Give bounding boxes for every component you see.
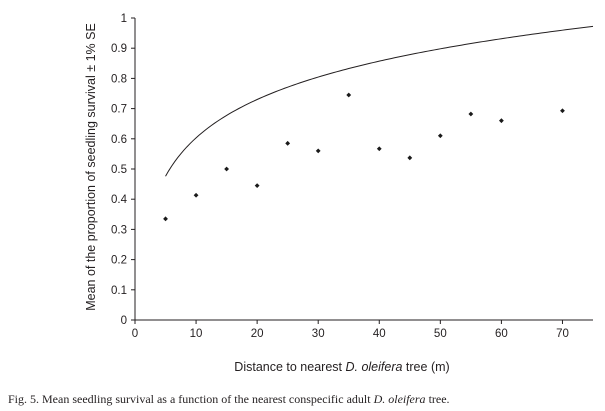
- caption-suffix: tree.: [426, 392, 450, 406]
- x-tick-label-40: 40: [373, 328, 386, 340]
- x-tick-label-50: 50: [434, 328, 447, 340]
- x-tick-label-70: 70: [556, 328, 569, 340]
- y-tick-label-2: 0.2: [111, 255, 127, 267]
- y-tick-label-1: 0.1: [111, 285, 127, 297]
- y-tick-label-6: 0.6: [111, 134, 127, 146]
- y-axis-title: Mean of the proportion of seedling survi…: [84, 23, 98, 311]
- data-point-10: [437, 133, 443, 139]
- data-point-13: [560, 108, 565, 114]
- figure-caption: Fig. 5. Mean seedling survival as a func…: [8, 392, 450, 406]
- data-point-5: [285, 140, 291, 146]
- data-point-7: [346, 92, 352, 98]
- x-tick-label-60: 60: [495, 328, 508, 340]
- y-tick-label-5: 0.5: [111, 164, 127, 176]
- x-tick-label-0: 0: [132, 328, 138, 340]
- x-axis-title-part-3: tree (m): [402, 360, 449, 374]
- data-point-11: [468, 111, 474, 117]
- x-tick-label-10: 10: [190, 328, 203, 340]
- x-tick-label-30: 30: [312, 328, 325, 340]
- x-axis-title: Distance to nearest D. oleifera tree (m): [234, 360, 449, 374]
- y-tick-label-8: 0.8: [111, 73, 127, 85]
- data-point-2: [193, 192, 199, 198]
- plot-area: 0 10 20 30 40 50 60 70 0 0.1 0.2 0.3 0.4 0.5 0.6 0.7 0.8…: [111, 13, 594, 340]
- caption-prefix: Fig. 5. Mean seedling survival as a func…: [8, 392, 374, 406]
- y-tick-label-7: 0.7: [111, 104, 127, 116]
- x-axis-title-species: D. oleifera: [345, 360, 402, 374]
- data-point-6: [315, 148, 321, 154]
- data-point-8: [376, 146, 382, 152]
- trend-line: [165, 25, 594, 177]
- x-tick-label-20: 20: [251, 328, 264, 340]
- data-point-12: [499, 118, 504, 124]
- data-point-4: [254, 183, 260, 189]
- data-point-9: [407, 155, 413, 161]
- y-tick-label-4: 0.4: [111, 194, 128, 206]
- data-point-1: [163, 216, 168, 222]
- y-tick-label-3: 0.3: [111, 224, 127, 236]
- caption-species: D. oleifera: [373, 392, 426, 406]
- y-tick-label-0: 0: [121, 315, 127, 327]
- y-tick-label-10: 1: [121, 13, 127, 25]
- data-point-3: [224, 166, 229, 172]
- y-tick-label-9: 0.9: [111, 43, 127, 55]
- x-axis-title-part-1: Distance to nearest: [234, 360, 345, 374]
